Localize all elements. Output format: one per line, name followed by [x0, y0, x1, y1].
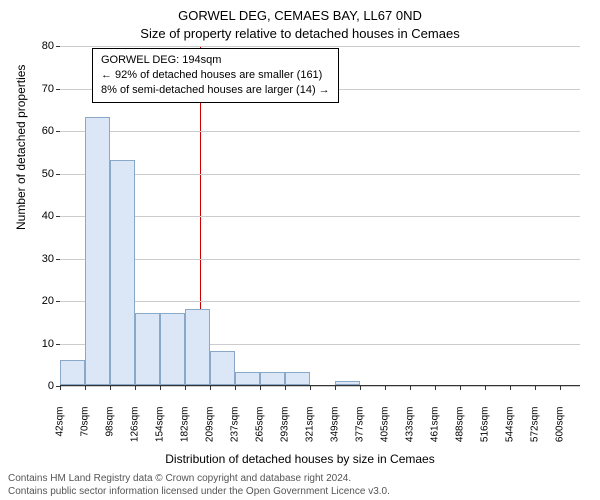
x-tick-mark	[135, 386, 136, 390]
x-axis-label: Distribution of detached houses by size …	[0, 452, 600, 466]
x-tick-label: 349sqm	[330, 407, 341, 457]
x-tick-label: 516sqm	[480, 407, 491, 457]
x-tick-mark	[60, 386, 61, 390]
x-tick-label: 70sqm	[80, 407, 91, 457]
x-tick-label: 209sqm	[205, 407, 216, 457]
x-tick-label: 265sqm	[255, 407, 266, 457]
annotation-box: GORWEL DEG: 194sqm ← 92% of detached hou…	[92, 48, 339, 103]
x-tick-label: 600sqm	[555, 407, 566, 457]
annotation-line-3: 8% of semi-detached houses are larger (1…	[101, 83, 330, 98]
histogram-bar	[285, 372, 310, 385]
x-tick-label: 544sqm	[505, 407, 516, 457]
histogram-bar	[60, 360, 85, 386]
footer-line-1: Contains HM Land Registry data © Crown c…	[8, 473, 592, 486]
histogram-bar	[85, 117, 110, 385]
y-tick-label: 70	[26, 83, 54, 95]
footer-line-2: Contains public sector information licen…	[8, 486, 592, 499]
y-tick-label: 0	[26, 380, 54, 392]
y-tick-label: 40	[26, 210, 54, 222]
y-tick-label: 50	[26, 168, 54, 180]
y-tick-mark	[56, 89, 60, 90]
grid-line	[60, 131, 580, 132]
annotation-line-2: ← 92% of detached houses are smaller (16…	[101, 68, 330, 83]
x-tick-mark	[310, 386, 311, 390]
x-tick-label: 321sqm	[305, 407, 316, 457]
y-tick-mark	[56, 301, 60, 302]
y-tick-mark	[56, 216, 60, 217]
y-tick-mark	[56, 344, 60, 345]
x-tick-mark	[260, 386, 261, 390]
x-tick-mark	[235, 386, 236, 390]
grid-line	[60, 259, 580, 260]
footer: Contains HM Land Registry data © Crown c…	[8, 473, 592, 498]
x-tick-label: 461sqm	[430, 407, 441, 457]
x-tick-mark	[285, 386, 286, 390]
histogram-bar	[110, 160, 135, 385]
histogram-bar	[135, 313, 160, 385]
annotation-line-1: GORWEL DEG: 194sqm	[101, 53, 330, 68]
y-tick-mark	[56, 131, 60, 132]
grid-line	[60, 174, 580, 175]
histogram-bar	[235, 372, 260, 385]
histogram-bar	[210, 351, 235, 385]
y-tick-mark	[56, 46, 60, 47]
x-tick-label: 433sqm	[405, 407, 416, 457]
grid-line	[60, 46, 580, 47]
chart-title-sub: Size of property relative to detached ho…	[0, 26, 600, 41]
y-tick-label: 10	[26, 338, 54, 350]
x-tick-mark	[435, 386, 436, 390]
x-tick-mark	[410, 386, 411, 390]
x-tick-mark	[335, 386, 336, 390]
histogram-bar	[335, 381, 360, 385]
x-tick-mark	[485, 386, 486, 390]
grid-line	[60, 386, 580, 387]
x-tick-label: 488sqm	[455, 407, 466, 457]
x-tick-mark	[360, 386, 361, 390]
x-tick-mark	[460, 386, 461, 390]
x-tick-mark	[185, 386, 186, 390]
x-tick-mark	[110, 386, 111, 390]
x-tick-label: 377sqm	[355, 407, 366, 457]
x-tick-mark	[160, 386, 161, 390]
chart-title-main: GORWEL DEG, CEMAES BAY, LL67 0ND	[0, 8, 600, 23]
x-tick-label: 154sqm	[155, 407, 166, 457]
x-tick-mark	[535, 386, 536, 390]
y-tick-label: 80	[26, 40, 54, 52]
x-tick-label: 572sqm	[530, 407, 541, 457]
histogram-bar	[160, 313, 185, 385]
x-tick-label: 182sqm	[180, 407, 191, 457]
x-tick-label: 405sqm	[380, 407, 391, 457]
x-tick-label: 237sqm	[230, 407, 241, 457]
y-tick-mark	[56, 174, 60, 175]
grid-line	[60, 216, 580, 217]
y-tick-label: 30	[26, 253, 54, 265]
x-tick-mark	[560, 386, 561, 390]
chart-container: GORWEL DEG, CEMAES BAY, LL67 0ND Size of…	[0, 0, 600, 500]
y-tick-mark	[56, 259, 60, 260]
x-tick-label: 98sqm	[105, 407, 116, 457]
x-tick-mark	[385, 386, 386, 390]
histogram-bar	[185, 309, 210, 386]
x-tick-label: 42sqm	[55, 407, 66, 457]
grid-line	[60, 301, 580, 302]
x-tick-mark	[85, 386, 86, 390]
histogram-bar	[260, 372, 285, 385]
x-tick-mark	[210, 386, 211, 390]
x-tick-label: 126sqm	[130, 407, 141, 457]
y-tick-label: 60	[26, 125, 54, 137]
x-tick-label: 293sqm	[280, 407, 291, 457]
x-tick-mark	[510, 386, 511, 390]
y-tick-label: 20	[26, 295, 54, 307]
